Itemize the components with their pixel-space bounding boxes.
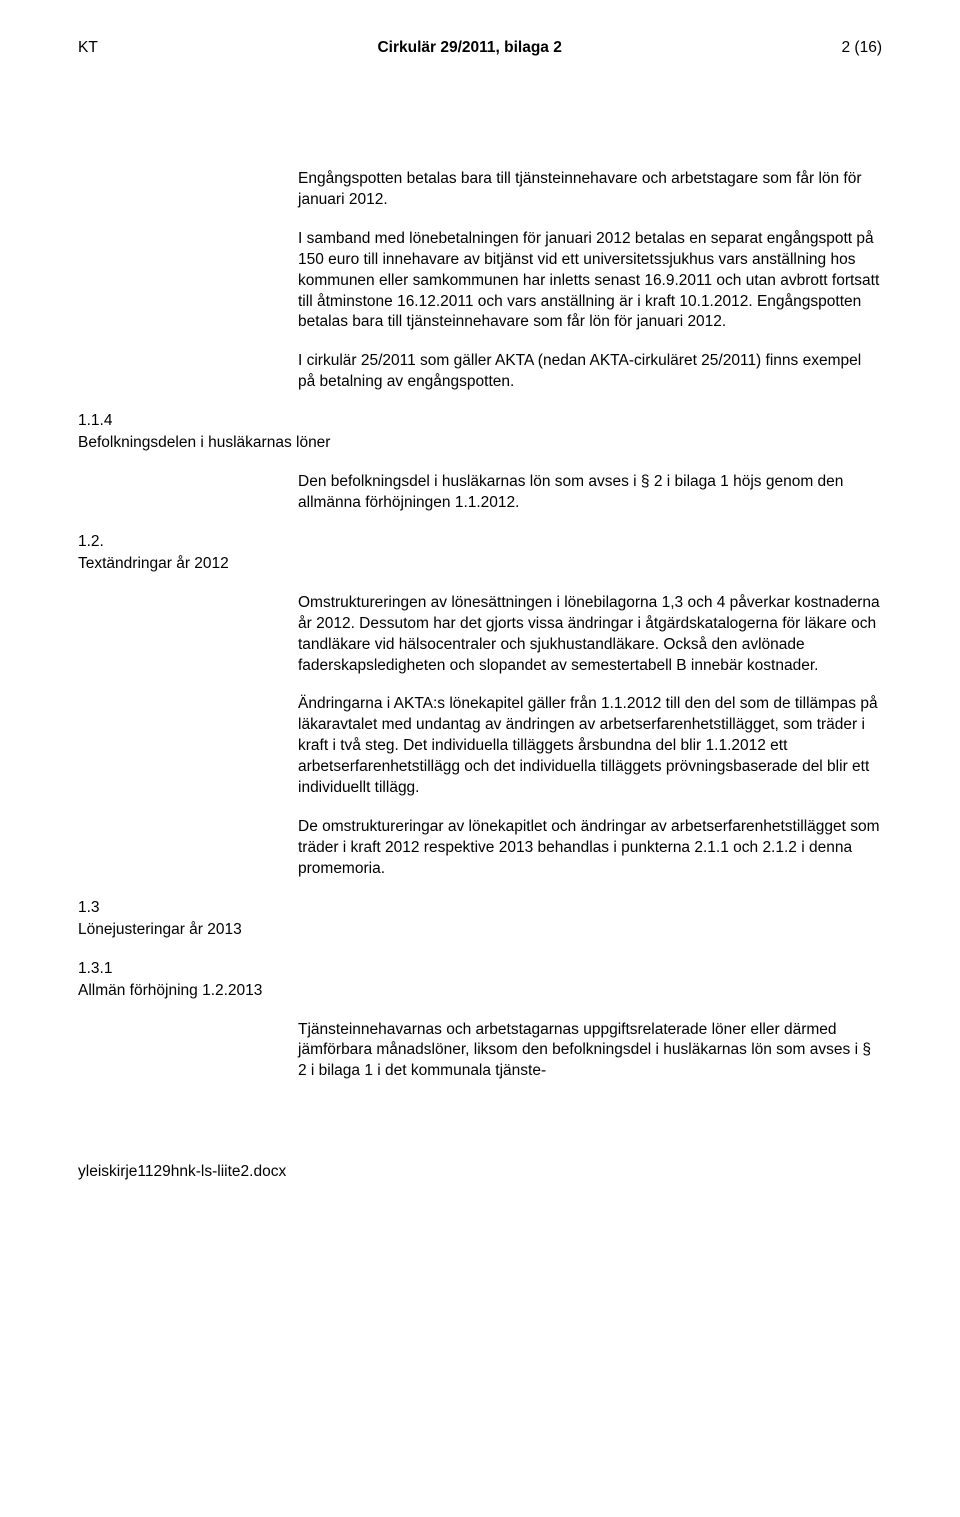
section-12-paragraph-2: Ändringarna i AKTA:s lönekapitel gäller … (298, 694, 882, 799)
section-131-number: 1.3.1 (78, 959, 882, 980)
header-left: KT (78, 38, 98, 59)
section-114-body: Den befolkningsdel i husläkarnas lön som… (298, 472, 882, 514)
section-114-paragraph-1: Den befolkningsdel i husläkarnas lön som… (298, 472, 882, 514)
intro-paragraph-2: I samband med lönebetalningen för januar… (298, 229, 882, 334)
section-131-body: Tjänsteinnehavarnas och arbetstagarnas u… (298, 1020, 882, 1083)
section-114-title: Befolkningsdelen i husläkarnas löner (78, 433, 882, 454)
section-13-title: Lönejusteringar år 2013 (78, 920, 882, 941)
intro-paragraph-1: Engångspotten betalas bara till tjänstei… (298, 169, 882, 211)
section-12-paragraph-3: De omstruktureringar av lönekapitlet och… (298, 817, 882, 880)
section-12-body: Omstruktureringen av lönesättningen i lö… (298, 593, 882, 880)
section-131-title: Allmän förhöjning 1.2.2013 (78, 981, 882, 1002)
page-header: KT Cirkulär 29/2011, bilaga 2 2 (16) (78, 38, 882, 59)
section-12-number: 1.2. (78, 532, 882, 553)
header-center: Cirkulär 29/2011, bilaga 2 (377, 38, 561, 59)
footer-filename: yleiskirje1129hnk-ls-liite2.docx (78, 1162, 882, 1183)
section-13-number: 1.3 (78, 898, 882, 919)
section-12-title: Textändringar år 2012 (78, 554, 882, 575)
intro-body: Engångspotten betalas bara till tjänstei… (298, 169, 882, 393)
section-12-paragraph-1: Omstruktureringen av lönesättningen i lö… (298, 593, 882, 677)
intro-paragraph-3: I cirkulär 25/2011 som gäller AKTA (neda… (298, 351, 882, 393)
section-114-number: 1.1.4 (78, 411, 882, 432)
header-page-number: 2 (16) (841, 38, 882, 59)
section-131-paragraph-1: Tjänsteinnehavarnas och arbetstagarnas u… (298, 1020, 882, 1083)
